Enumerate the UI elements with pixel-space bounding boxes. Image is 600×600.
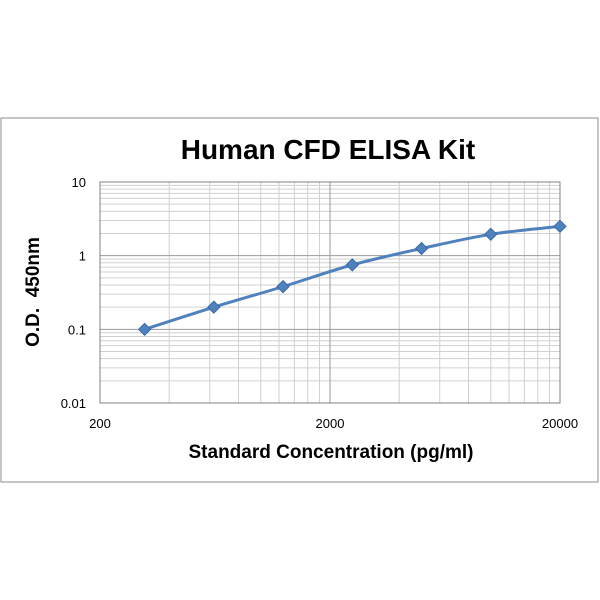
- data-point-marker: [484, 227, 498, 242]
- x-tick-label: 200: [89, 416, 111, 431]
- x-axis-title: Standard Concentration (pg/ml): [189, 442, 474, 463]
- data-point-marker: [207, 300, 221, 314]
- data-point-marker: [553, 219, 567, 234]
- y-tick-labels: 10 1 0.1 0.01: [61, 175, 86, 411]
- data-point-marker: [345, 258, 359, 272]
- x-tick-label: 2000: [316, 416, 345, 431]
- y-tick-label: 0.1: [68, 322, 86, 337]
- x-tick-labels: 200 2000 20000: [89, 416, 578, 431]
- series-layer: [137, 219, 567, 337]
- data-point-marker: [414, 241, 429, 256]
- plot-area-border: [99, 181, 561, 404]
- data-point-marker: [276, 279, 290, 294]
- data-point-marker: [137, 322, 152, 337]
- x-tick-label: 20000: [542, 416, 578, 431]
- y-tick-label: 0.01: [61, 396, 86, 411]
- y-tick-label: 10: [72, 175, 86, 190]
- y-tick-label: 1: [79, 249, 86, 264]
- chart-title: Human CFD ELISA Kit: [181, 134, 476, 165]
- y-axis-title: O.D. 450nm: [23, 237, 44, 347]
